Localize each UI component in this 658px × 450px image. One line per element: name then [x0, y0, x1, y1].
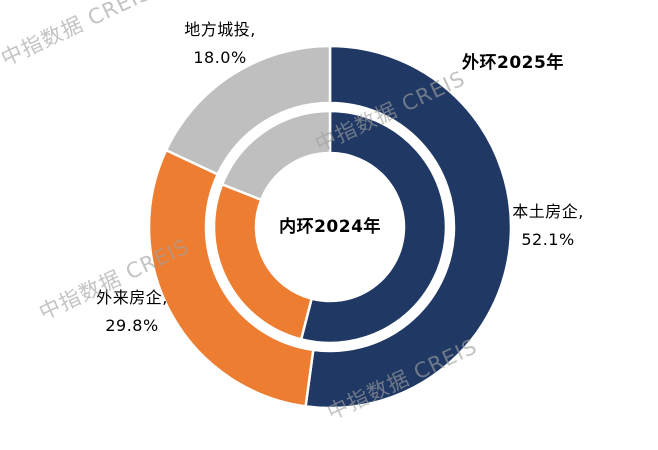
ring-outer-segment-city-investment — [164, 44, 332, 176]
ring-outer-segment-external-firms — [147, 148, 315, 408]
segment-label-external-firms: 外来房企, 29.8% — [72, 284, 192, 340]
ring-outer-segment-local-firms — [304, 44, 513, 410]
ring-inner-segment-city-investment — [220, 109, 332, 202]
segment-label-city-investment-name: 地方城投, — [184, 20, 256, 39]
segment-label-local-firms: 本土房企, 52.1% — [496, 198, 600, 254]
segment-label-local-firms-name: 本土房企, — [512, 202, 584, 221]
segment-label-external-firms-name: 外来房企, — [96, 288, 168, 307]
outer-ring-label: 外环2025年 — [462, 53, 564, 73]
inner-ring-label: 内环2024年 — [279, 217, 381, 237]
ring-inner-segment-local-firms — [299, 109, 448, 345]
segment-label-local-firms-value: 52.1% — [521, 230, 575, 249]
segment-label-external-firms-value: 29.8% — [105, 316, 159, 335]
segment-label-city-investment-value: 18.0% — [193, 48, 247, 67]
segment-label-city-investment: 地方城投, 18.0% — [156, 16, 284, 72]
